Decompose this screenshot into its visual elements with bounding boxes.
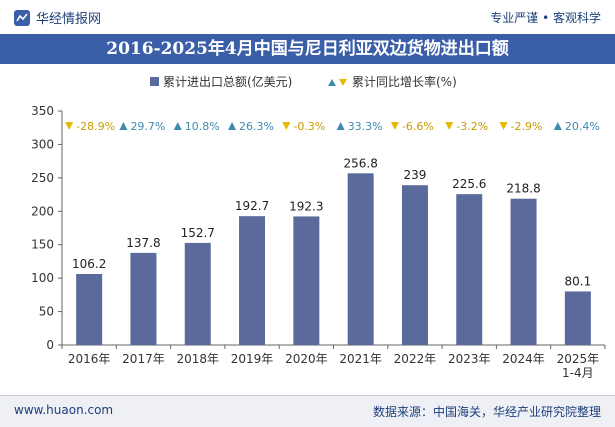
y-tick-label: 300 xyxy=(31,137,54,151)
y-tick-label: 250 xyxy=(31,171,54,185)
x-category-label: 2019年 xyxy=(231,352,274,366)
growth-label: -2.9% xyxy=(511,120,543,133)
x-category-label: 2022年 xyxy=(394,352,437,366)
growth-up-marker xyxy=(173,122,182,130)
x-axis: 2016年 2017年 2018年 2019年 2020年 2021年 2022年 2023年… xyxy=(61,344,606,380)
legend-growth-markers-icon xyxy=(328,78,347,86)
y-tick-label: 350 xyxy=(31,104,54,118)
growth-label: 29.7% xyxy=(130,120,165,133)
bar xyxy=(347,173,374,345)
x-category-label: 2018年 xyxy=(176,352,219,366)
growth-label: -0.3% xyxy=(293,120,325,133)
growth-down-marker xyxy=(282,122,291,130)
growth-label: 26.3% xyxy=(239,120,274,133)
y-tick-label: 0 xyxy=(46,338,54,352)
bar-value-label: 192.3 xyxy=(289,199,323,213)
growth-label: 10.8% xyxy=(185,120,220,133)
legend-bar-swatch xyxy=(150,77,159,86)
growth-label: -3.2% xyxy=(456,120,488,133)
bar xyxy=(510,198,537,345)
x-category-label: 2016年 xyxy=(68,352,111,366)
y-tick-label: 150 xyxy=(31,238,54,252)
x-category-label: 2020年 xyxy=(285,352,328,366)
bar-value-label: 137.8 xyxy=(126,236,160,250)
bar xyxy=(76,273,103,345)
bar xyxy=(456,194,483,345)
growth-row: -28.9% 29.7% 10.8% 26.3% -0.3% 33.3% -6.6% -3.2… xyxy=(65,120,600,133)
bar-value-label: 256.8 xyxy=(343,156,377,170)
growth-label: -28.9% xyxy=(76,120,115,133)
legend-item-bar: 累计进出口总额(亿美元) xyxy=(150,73,292,90)
top-bar: 华经情报网 专业严谨 • 客观科学 xyxy=(0,0,615,34)
growth-label: 33.3% xyxy=(348,120,383,133)
brand: 华经情报网 xyxy=(14,8,101,27)
brand-name: 华经情报网 xyxy=(36,12,102,27)
footer-website: www.huaon.com xyxy=(14,403,114,417)
slogan: 专业严谨 • 客观科学 xyxy=(490,11,601,25)
bar-value-label: 106.2 xyxy=(72,257,106,271)
footer-source: 数据来源：中国海关，华经产业研究院整理 xyxy=(372,405,601,419)
bar-value-label: 192.7 xyxy=(235,199,269,213)
bar xyxy=(130,252,157,345)
x-category-label: 2021年 xyxy=(339,352,382,366)
brand-logo-icon xyxy=(14,9,30,26)
legend-growth-label: 累计同比增长率(%) xyxy=(352,75,457,89)
growth-up-marker xyxy=(336,122,345,130)
bar xyxy=(239,216,266,345)
growth-down-marker xyxy=(445,122,454,130)
growth-up-marker xyxy=(228,122,237,130)
footer-divider xyxy=(0,395,615,396)
bar-value-label: 80.1 xyxy=(564,274,591,288)
y-tick-label: 100 xyxy=(31,271,54,285)
growth-up-marker xyxy=(553,122,562,130)
growth-label: 20.4% xyxy=(565,120,600,133)
growth-down-marker xyxy=(499,122,508,130)
bar-value-label: 218.8 xyxy=(506,182,540,196)
bar xyxy=(401,185,428,345)
chart-title: 2016-2025年4月中国与尼日利亚双边货物进出口额 xyxy=(106,39,509,59)
y-tick-label: 200 xyxy=(31,204,54,218)
legend-bar-label: 累计进出口总额(亿美元) xyxy=(163,75,293,89)
x-category-label: 2024年 xyxy=(502,352,545,366)
bar xyxy=(564,291,591,345)
bar-value-label: 225.6 xyxy=(452,177,486,191)
x-category-label: 2017年 xyxy=(122,352,165,366)
growth-down-marker xyxy=(65,122,74,130)
growth-down-marker xyxy=(390,122,399,130)
bar xyxy=(293,216,320,345)
bars: 106.2 137.8 152.7 192.7 192.3 256.8 239 225.6 21… xyxy=(72,156,591,345)
footer: www.huaon.com 数据来源：中国海关，华经产业研究院整理 xyxy=(0,396,615,427)
bar-value-label: 239 xyxy=(403,168,426,182)
bar xyxy=(184,242,211,345)
x-category-label: 2025年 1-4月 xyxy=(557,352,600,380)
y-axis: 0 50 100 150 200 250 300 350 xyxy=(31,104,63,352)
growth-up-marker xyxy=(119,122,128,130)
legend-item-growth: 累计同比增长率(%) xyxy=(327,73,457,90)
bar-value-label: 152.7 xyxy=(181,226,215,240)
x-category-label: 2023年 xyxy=(448,352,491,366)
y-tick-label: 50 xyxy=(39,305,54,319)
growth-label: -6.6% xyxy=(402,120,434,133)
title-bar: 2016-2025年4月中国与尼日利亚双边货物进出口额 xyxy=(0,34,615,64)
